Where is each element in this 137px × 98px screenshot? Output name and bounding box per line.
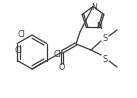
Text: N: N: [96, 22, 102, 31]
Text: Cl: Cl: [54, 50, 62, 59]
Text: Cl: Cl: [17, 29, 25, 39]
Text: S: S: [102, 54, 108, 64]
Text: Cl: Cl: [14, 46, 22, 55]
Text: N: N: [91, 3, 97, 12]
Text: O: O: [59, 64, 65, 73]
Text: S: S: [102, 34, 108, 43]
